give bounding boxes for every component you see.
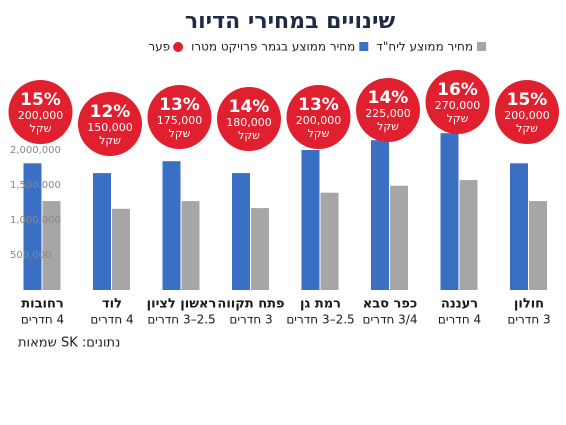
gap-circle — [495, 80, 559, 144]
y-tick-label: 2,000,000 — [10, 145, 61, 156]
x-tick-sublabel: 3 חדרים — [229, 313, 272, 327]
x-tick-sublabel: 2.5–3 חדרים — [286, 313, 354, 327]
bar — [42, 201, 61, 290]
gap-unit: שקל — [99, 134, 121, 147]
gap-percent: 16% — [437, 80, 478, 100]
gap-amount: 175,000 — [157, 114, 203, 127]
gap-circle — [217, 87, 281, 151]
y-tick-label: 1,000,000 — [10, 215, 61, 226]
bar — [390, 185, 408, 290]
bar — [320, 192, 339, 290]
x-tick-label: חולון — [514, 297, 544, 312]
gap-amount: 270,000 — [435, 99, 481, 112]
gap-unit: שקל — [169, 127, 191, 140]
source: נתונים: SK שמאות — [18, 336, 120, 351]
bar — [459, 180, 478, 290]
gap-circle — [425, 70, 490, 134]
bar — [162, 161, 181, 290]
gap-amount: 150,000 — [87, 121, 133, 134]
bar — [181, 201, 200, 290]
gap-unit: שקל — [308, 127, 330, 140]
x-tick-label: ראשון לציון — [147, 297, 217, 312]
bar — [232, 173, 250, 290]
legend-swatch — [477, 42, 486, 51]
gap-percent: 15% — [507, 90, 548, 110]
legend-swatch — [359, 42, 369, 51]
legend-label: מחיר ממוצע בגמר פרויקט מטרו — [191, 40, 355, 54]
gap-percent: 15% — [20, 90, 61, 110]
gap-percent: 13% — [159, 95, 200, 115]
gap-amount: 200,000 — [296, 114, 342, 127]
x-tick-sublabel: 4 חדרים — [438, 313, 481, 327]
gap-amount: 200,000 — [18, 109, 64, 122]
bar — [440, 133, 459, 290]
gap-unit: שקל — [447, 112, 469, 125]
gap-circle — [78, 92, 142, 156]
bar — [510, 163, 528, 290]
gap-amount: 225,000 — [365, 107, 411, 120]
x-tick-sublabel: 3/4 חדרים — [363, 313, 418, 327]
gap-percent: 14% — [229, 97, 270, 117]
legend-label: פער — [148, 40, 170, 54]
bar — [371, 140, 389, 290]
x-tick-label: רעננה — [441, 297, 478, 312]
x-tick-label: רחובות — [21, 297, 64, 312]
bar — [23, 163, 42, 290]
gap-unit: שקל — [516, 122, 538, 135]
gap-percent: 14% — [368, 88, 409, 108]
bar — [93, 173, 111, 290]
gap-circle — [286, 85, 351, 149]
gap-percent: 12% — [90, 102, 131, 122]
gap-circle — [8, 80, 73, 144]
legend-label: מחיר ממוצע ליח"ד — [376, 40, 473, 54]
legend-swatch — [173, 42, 184, 52]
gap-unit: שקל — [377, 120, 399, 133]
gap-circle — [356, 78, 420, 142]
bar — [301, 150, 320, 290]
x-tick-label: רמת גן — [300, 297, 341, 312]
x-tick-sublabel: 3 חדרים — [507, 313, 550, 327]
gap-unit: שקל — [30, 122, 52, 135]
x-tick-label: לוד — [102, 297, 122, 312]
gap-amount: 200,000 — [504, 109, 550, 122]
x-tick-label: כפר סבא — [363, 297, 418, 312]
bar — [529, 201, 547, 290]
x-tick-sublabel: 4 חדרים — [90, 313, 133, 327]
gap-percent: 13% — [298, 95, 339, 115]
y-tick-label: 500,000 — [10, 250, 51, 261]
x-tick-sublabel: 4 חדרים — [21, 313, 64, 327]
y-tick-label: 1,500,000 — [10, 180, 61, 191]
x-tick-sublabel: 2.5–3 חדרים — [147, 313, 215, 327]
bar — [112, 208, 130, 290]
gap-amount: 180,000 — [226, 116, 272, 129]
x-tick-label: פתח תקווה — [217, 297, 284, 312]
gap-unit: שקל — [238, 129, 260, 142]
gap-circle — [147, 85, 212, 149]
chart-title: שינויים במחירי הדיור — [185, 9, 396, 34]
bar — [251, 208, 269, 290]
